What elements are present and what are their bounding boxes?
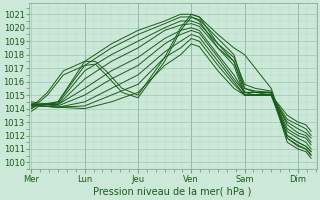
X-axis label: Pression niveau de la mer( hPa ): Pression niveau de la mer( hPa ) [93,187,252,197]
